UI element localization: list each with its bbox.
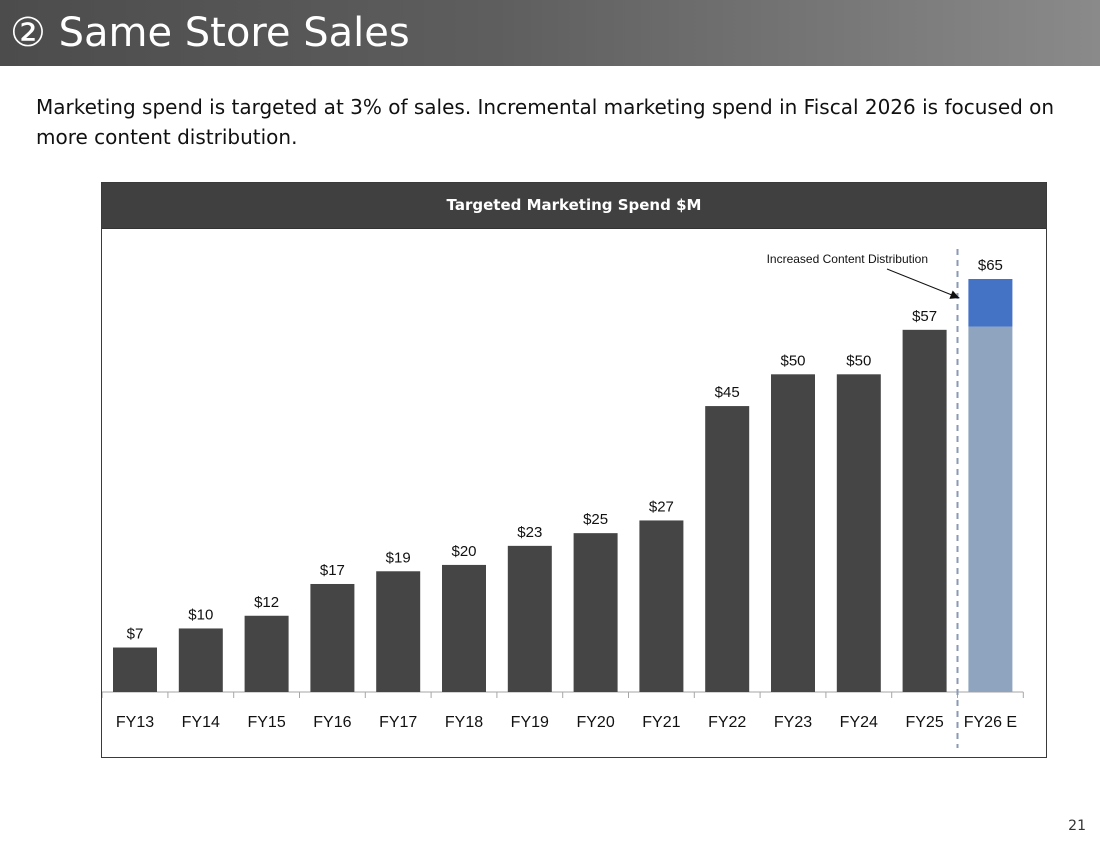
data-label: $20 [451, 543, 476, 560]
bar-fy17 [376, 571, 421, 692]
page-number: 21 [1068, 818, 1086, 834]
data-label: $45 [715, 384, 740, 401]
data-label: $19 [386, 549, 411, 566]
annotation-arrow-line [886, 268, 960, 299]
x-tick-label: FY16 [313, 714, 351, 731]
annotation-label: Increased Content Distribution [767, 252, 928, 266]
bar-chart: $7 FY13 $10 FY14 $12 FY15 $17 FY16 $19 FY17 $20 FY1… [102, 249, 1024, 748]
data-label: $65 [978, 257, 1003, 274]
header-bar: ② Same Store Sales [0, 0, 1100, 66]
bar-fy22 [705, 406, 750, 692]
bar-fy24 [836, 374, 881, 692]
x-tick-label: FY24 [840, 714, 878, 731]
x-tick-label: FY19 [511, 714, 549, 731]
data-label: $7 [127, 626, 144, 643]
bar-fy15 [244, 615, 289, 692]
data-label: $25 [583, 511, 608, 528]
x-tick-label: FY17 [379, 714, 417, 731]
data-label: $10 [188, 606, 213, 623]
bar-fy25 [902, 329, 947, 692]
x-tick-label: FY18 [445, 714, 483, 731]
data-label: $57 [912, 308, 937, 325]
chart-title-bar: Targeted Marketing Spend $M [102, 183, 1046, 229]
x-tick-label: FY26 E [964, 714, 1017, 731]
bar-fy18 [442, 564, 486, 692]
slide-title: ② Same Store Sales [10, 10, 410, 56]
chart-title: Targeted Marketing Spend $M [446, 196, 702, 214]
bar-fy23 [771, 374, 815, 692]
bar-fy21 [639, 520, 684, 692]
bar-fy14 [178, 628, 223, 692]
bar-estimate-base [968, 326, 1013, 692]
data-label: $50 [846, 352, 871, 369]
x-tick-label: FY21 [642, 714, 680, 731]
x-tick-label: FY14 [182, 714, 220, 731]
x-tick-label: FY15 [247, 714, 285, 731]
data-label: $12 [254, 594, 279, 611]
intro-text: Marketing spend is targeted at 3% of sal… [36, 95, 1055, 149]
data-label: $27 [649, 498, 674, 515]
bar-fy16 [310, 583, 355, 692]
x-tick-label: FY25 [905, 714, 943, 731]
x-tick-label: FY22 [708, 714, 746, 731]
x-tick-label: FY23 [774, 714, 812, 731]
data-label: $23 [517, 524, 542, 541]
data-label: $50 [780, 352, 805, 369]
data-label: $17 [320, 562, 345, 579]
x-tick-label: FY20 [576, 714, 614, 731]
bar-estimate-increment [968, 279, 1013, 327]
bar-fy19 [507, 545, 552, 692]
chart-frame: $7 FY13 $10 FY14 $12 FY15 $17 FY16 $19 FY17 $20 FY1… [101, 182, 1047, 758]
x-tick-label: FY13 [116, 714, 154, 731]
bar-fy20 [573, 533, 618, 692]
bar-fy13 [113, 647, 157, 692]
annotation-arrowhead [949, 290, 960, 299]
